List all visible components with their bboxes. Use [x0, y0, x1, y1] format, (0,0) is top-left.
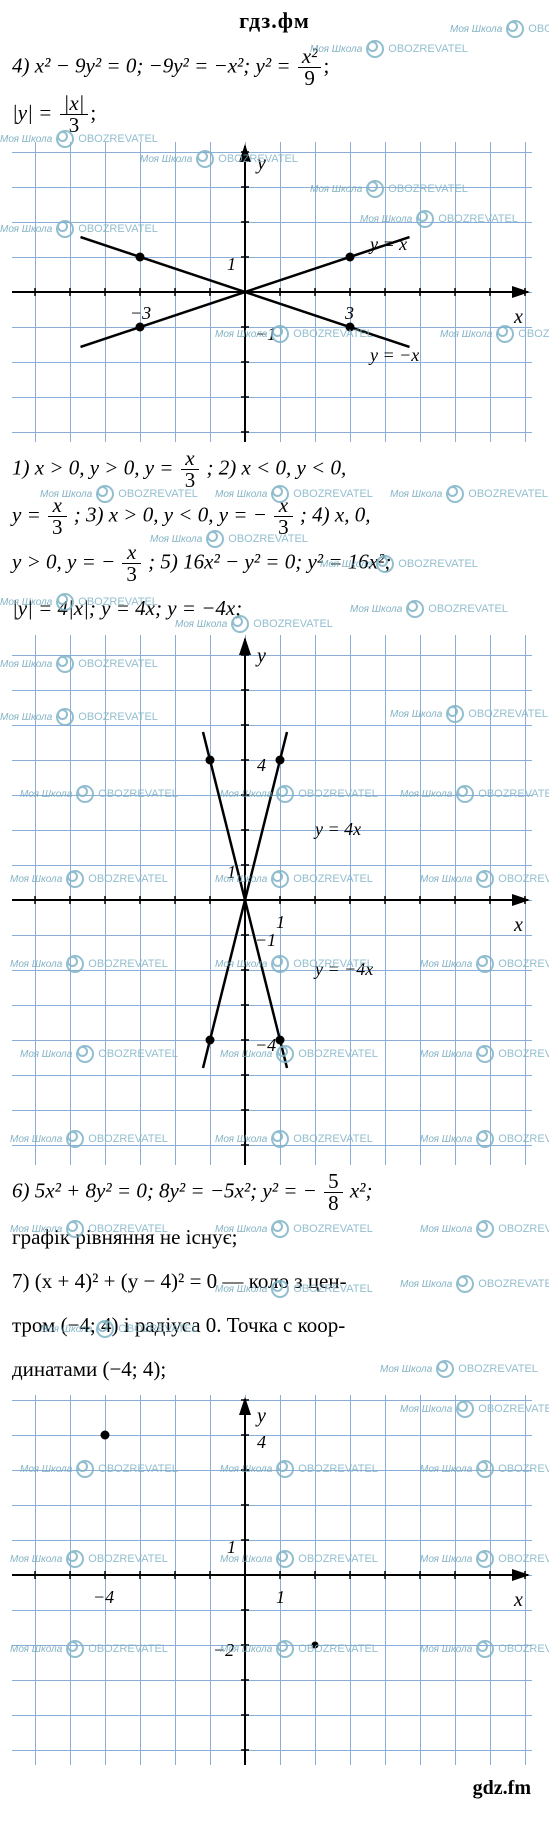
g3-tick-x1: 1 — [276, 1580, 285, 1614]
g2-tick-y4: 4 — [257, 748, 266, 782]
cases-line3: y > 0, y = − x3 ; 5) 16x² − y² = 0; y² =… — [12, 542, 537, 585]
g3-tick-y1: 1 — [227, 1530, 236, 1564]
g1-tick-y1: 1 — [227, 247, 236, 281]
g3-tick-yneg2: −2 — [213, 1633, 234, 1667]
sec4-line2: |y| = |x| 3 ; — [12, 93, 537, 136]
g1-label-yx: y = x — [370, 227, 407, 261]
section-6-line1: 6) 5x² + 8y² = 0; 8y² = −5x²; y² = − 58 … — [12, 1171, 537, 1214]
section-6-line2: графік рівняння не існує; — [12, 1218, 537, 1258]
g2-tick-x1: 1 — [276, 905, 285, 939]
graph1-x-axis-label: x — [514, 298, 523, 336]
g2-label-ym4x: y = −4x — [315, 952, 373, 986]
graph1-y-axis-label: y — [257, 144, 266, 182]
g1-label-ymx: y = −x — [370, 338, 419, 372]
graph-2: yx41−1−41y = 4xy = −4x — [12, 635, 532, 1165]
frac-x2-9: x² 9 — [298, 46, 322, 89]
graph2-x-axis-label: x — [514, 906, 523, 944]
section-7-line2: тром (−4; 4) і радіуса 0. Точка с коор- — [12, 1306, 537, 1346]
frac-absx-3: |x| 3 — [60, 93, 89, 136]
g1-tick-xneg3: −3 — [130, 296, 151, 330]
page-root: Моя ШколаOBOZREVATELМоя ШколаOBOZREVATEL… — [0, 0, 549, 1806]
g1-tick-x3: 3 — [345, 296, 354, 330]
site-footer: gdz.fm — [0, 1771, 549, 1806]
section-7-line1: 7) (x + 4)² + (y − 4)² = 0 — коло з цен- — [12, 1262, 537, 1302]
g3-tick-y4: 4 — [257, 1425, 266, 1459]
site-header: гдз.фм — [0, 0, 549, 42]
section-7-line3: динатами (−4; 4); — [12, 1350, 537, 1390]
sec4-lead: 4) x² − 9y² = 0; −9y² = −x²; y² = — [12, 53, 291, 77]
g2-label-y4x: y = 4x — [315, 812, 361, 846]
cases-line4: |y| = 4|x|; y = 4x; y = −4x; — [12, 589, 537, 629]
graph-3: yx411−4−2 — [12, 1395, 532, 1765]
section-4: 4) x² − 9y² = 0; −9y² = −x²; y² = x² 9 ; — [12, 46, 537, 89]
graph2-y-axis-label: y — [257, 637, 266, 675]
graph3-x-axis-label: x — [514, 1581, 523, 1619]
cases-line2: y = x3 ; 3) x > 0, y < 0, y = − x3 ; 4) … — [12, 495, 537, 538]
graph-1: y x 1 −1 −3 3 y = x y = −x — [12, 142, 532, 442]
cases-line1: 1) x > 0, y > 0, y = x3 ; 2) x < 0, y < … — [12, 448, 537, 491]
g3-tick-xneg4: −4 — [93, 1580, 114, 1614]
g1-tick-yneg1: −1 — [255, 317, 276, 351]
g2-tick-y1: 1 — [227, 855, 236, 889]
content: 4) x² − 9y² = 0; −9y² = −x²; y² = x² 9 ;… — [0, 46, 549, 1765]
g2-tick-yneg4: −4 — [255, 1028, 276, 1062]
g2-tick-yneg1: −1 — [255, 923, 276, 957]
